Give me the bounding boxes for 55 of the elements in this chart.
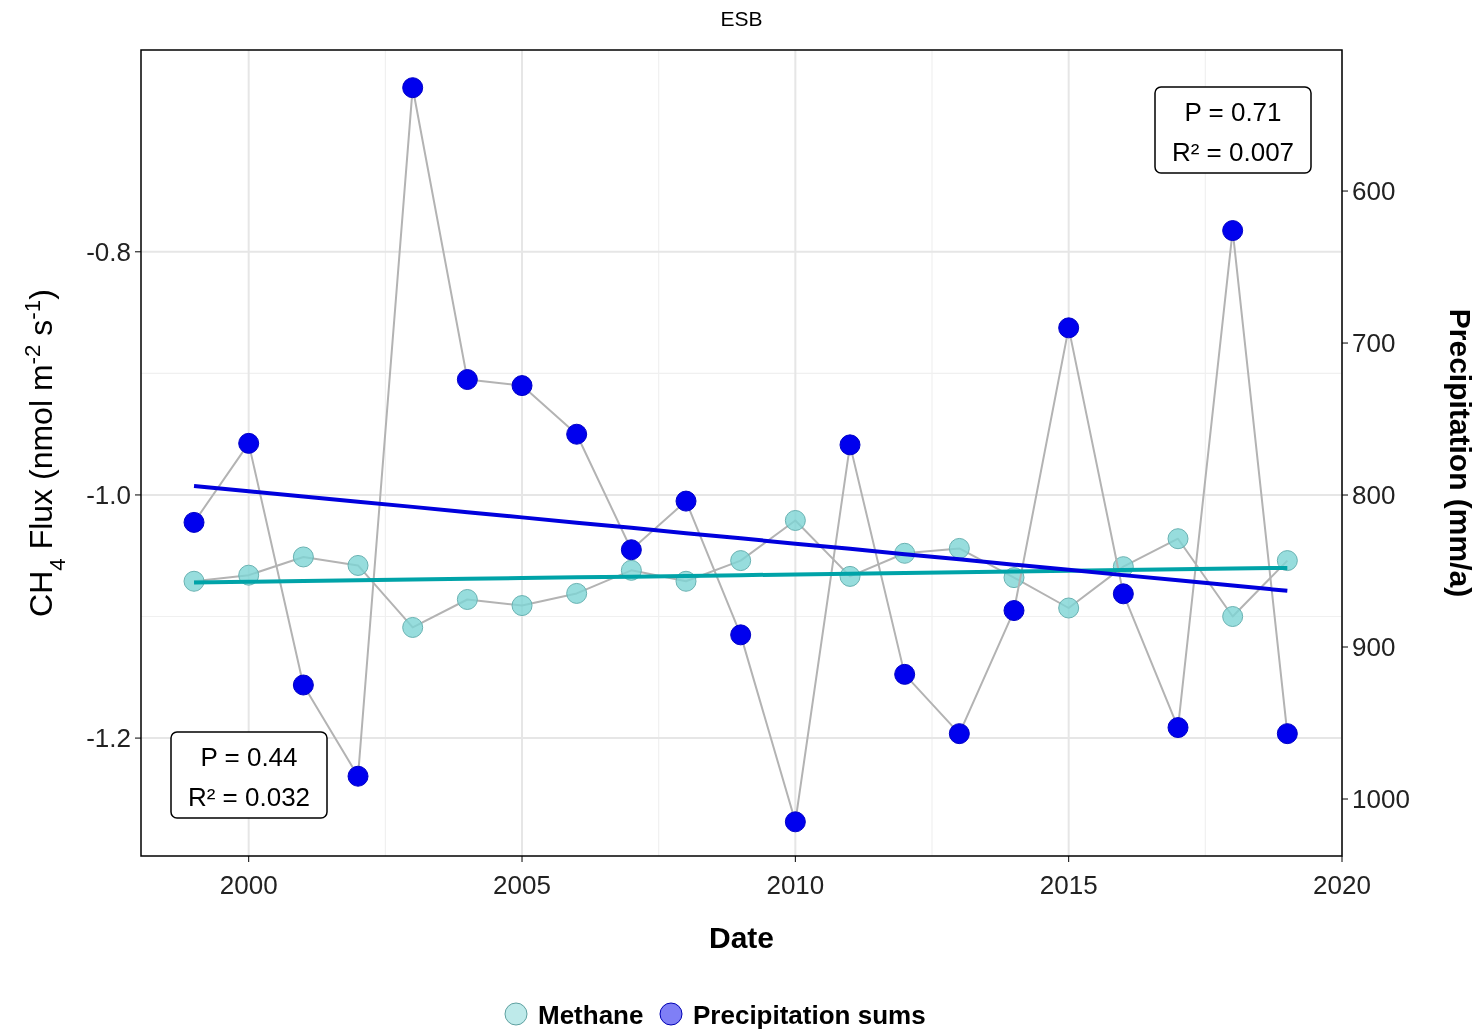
x-tick-label: 2020 — [1313, 870, 1371, 900]
legend-label: Precipitation sums — [693, 1000, 926, 1030]
point — [948, 723, 970, 745]
point — [1167, 717, 1189, 739]
chart-title: ESB — [720, 7, 763, 30]
annotation: P = 0.71 R² = 0.007 — [1171, 97, 1295, 167]
y2-tick-label: 900 — [1352, 632, 1396, 663]
y2-tick-label: 600 — [1352, 176, 1396, 207]
point — [238, 432, 260, 454]
point — [784, 509, 806, 531]
annotation: P = 0.44 R² = 0.032 — [187, 742, 311, 812]
point — [1222, 606, 1244, 628]
x-tick-label: 2005 — [493, 870, 551, 900]
point — [511, 375, 533, 397]
line-series — [192, 483, 1290, 593]
legend-label: Methane — [538, 1000, 644, 1030]
point — [402, 616, 424, 638]
point — [1276, 550, 1298, 572]
point — [1058, 317, 1080, 339]
point — [456, 369, 478, 391]
point — [1003, 600, 1025, 622]
point — [456, 588, 478, 610]
point — [675, 490, 697, 512]
point — [1112, 583, 1134, 605]
x-tick-label: 2000 — [219, 870, 278, 900]
point — [730, 550, 752, 572]
point — [402, 77, 424, 99]
point — [1167, 528, 1189, 550]
point — [948, 537, 970, 559]
point — [894, 663, 916, 685]
y-tick-label: -0.8 — [86, 236, 131, 267]
point — [1276, 723, 1298, 745]
point — [347, 765, 369, 787]
point — [511, 595, 533, 617]
y2-tick-label: 1000 — [1352, 784, 1410, 814]
y2-tick-label: 800 — [1352, 480, 1396, 511]
y2-axis-title: Precipitation (mm/a) — [1444, 308, 1477, 598]
point — [183, 511, 205, 533]
y2-tick-label: 700 — [1352, 328, 1396, 359]
point — [1222, 220, 1244, 242]
point — [566, 423, 588, 445]
point — [839, 434, 861, 456]
x-axis-title: Date — [708, 921, 775, 954]
point — [1058, 597, 1080, 619]
point — [566, 582, 588, 604]
x-tick-label: 2015 — [1039, 870, 1098, 900]
point — [730, 624, 752, 646]
y-tick-label: -1.2 — [86, 723, 131, 754]
y-tick-label: -1.0 — [86, 479, 131, 510]
point — [620, 539, 642, 561]
point — [292, 546, 314, 568]
point — [347, 554, 369, 576]
point — [292, 674, 314, 696]
point — [784, 811, 806, 833]
x-tick-label: 2010 — [766, 870, 825, 900]
